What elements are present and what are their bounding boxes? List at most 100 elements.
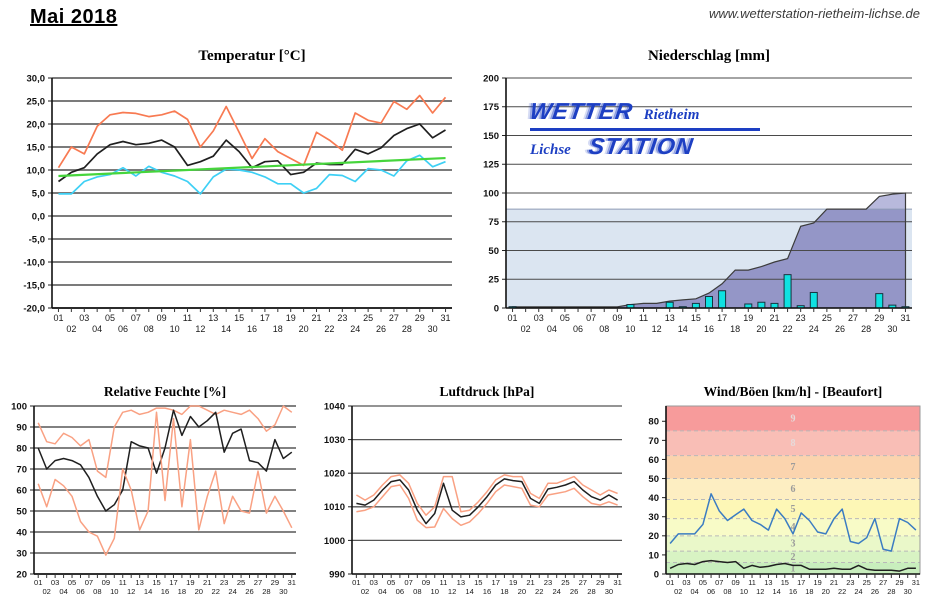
svg-text:70: 70 bbox=[16, 464, 27, 475]
svg-text:20: 20 bbox=[299, 324, 309, 334]
svg-text:30: 30 bbox=[605, 587, 613, 596]
svg-text:09: 09 bbox=[102, 578, 110, 587]
svg-text:21: 21 bbox=[769, 313, 779, 323]
svg-text:30,0: 30,0 bbox=[27, 73, 46, 84]
svg-text:08: 08 bbox=[93, 587, 101, 596]
svg-text:-10,0: -10,0 bbox=[23, 257, 45, 268]
svg-text:31: 31 bbox=[441, 313, 451, 323]
svg-text:28: 28 bbox=[861, 324, 871, 334]
svg-text:200: 200 bbox=[483, 73, 499, 84]
svg-text:01: 01 bbox=[34, 578, 42, 587]
svg-text:15: 15 bbox=[474, 578, 482, 587]
svg-text:30: 30 bbox=[279, 587, 287, 596]
svg-text:08: 08 bbox=[144, 324, 154, 334]
svg-text:18: 18 bbox=[805, 587, 813, 596]
svg-text:20: 20 bbox=[756, 324, 766, 334]
svg-text:9: 9 bbox=[791, 413, 796, 424]
temperature-chart: Temperatur [°C] 30,0 25,0 20,0 15,0 10,0 5,0 0… bbox=[8, 48, 460, 358]
svg-text:29: 29 bbox=[271, 578, 279, 587]
svg-text:01: 01 bbox=[352, 578, 360, 587]
svg-text:13: 13 bbox=[208, 313, 218, 323]
svg-text:01: 01 bbox=[666, 578, 674, 587]
svg-text:24: 24 bbox=[854, 587, 862, 596]
svg-text:990: 990 bbox=[329, 569, 345, 580]
svg-text:4: 4 bbox=[791, 522, 796, 533]
svg-text:28: 28 bbox=[262, 587, 270, 596]
svg-text:16: 16 bbox=[247, 324, 257, 334]
svg-text:29: 29 bbox=[596, 578, 604, 587]
svg-text:26: 26 bbox=[245, 587, 253, 596]
svg-text:22: 22 bbox=[838, 587, 846, 596]
svg-text:125: 125 bbox=[483, 160, 500, 171]
website-url: www.wetterstation-rietheim-lichse.de bbox=[709, 6, 920, 21]
svg-text:175: 175 bbox=[483, 102, 500, 113]
svg-text:21: 21 bbox=[526, 578, 534, 587]
svg-text:16: 16 bbox=[483, 587, 491, 596]
svg-text:04: 04 bbox=[547, 324, 557, 334]
svg-text:13: 13 bbox=[135, 578, 143, 587]
temperature-chart-title: Temperatur [°C] bbox=[198, 48, 306, 64]
svg-text:1030: 1030 bbox=[324, 435, 345, 446]
svg-text:25,0: 25,0 bbox=[27, 96, 46, 107]
svg-text:16: 16 bbox=[704, 324, 714, 334]
svg-text:16: 16 bbox=[161, 587, 169, 596]
svg-text:03: 03 bbox=[682, 578, 690, 587]
svg-text:11: 11 bbox=[119, 578, 127, 587]
logo-word-station: STATION bbox=[587, 133, 696, 159]
svg-text:05: 05 bbox=[387, 578, 395, 587]
svg-text:26: 26 bbox=[835, 324, 845, 334]
svg-text:17: 17 bbox=[491, 578, 499, 587]
svg-text:04: 04 bbox=[92, 324, 102, 334]
svg-text:1020: 1020 bbox=[324, 469, 345, 480]
svg-text:60: 60 bbox=[648, 455, 659, 466]
precipitation-chart-title: Niederschlag [mm] bbox=[647, 48, 771, 64]
svg-text:31: 31 bbox=[912, 578, 920, 587]
svg-text:05: 05 bbox=[699, 578, 707, 587]
svg-text:12: 12 bbox=[448, 587, 456, 596]
svg-text:17: 17 bbox=[717, 313, 727, 323]
svg-text:10: 10 bbox=[170, 324, 180, 334]
svg-text:31: 31 bbox=[288, 578, 296, 587]
svg-text:06: 06 bbox=[76, 587, 84, 596]
svg-text:19: 19 bbox=[186, 578, 194, 587]
svg-text:14: 14 bbox=[678, 324, 688, 334]
svg-text:10: 10 bbox=[625, 324, 635, 334]
svg-text:02: 02 bbox=[521, 324, 531, 334]
svg-text:60: 60 bbox=[16, 485, 27, 496]
svg-text:24: 24 bbox=[809, 324, 819, 334]
svg-text:30: 30 bbox=[887, 324, 897, 334]
svg-text:3: 3 bbox=[791, 538, 796, 549]
pressure-chart-title: Luftdruck [hPa] bbox=[439, 384, 535, 399]
svg-text:6: 6 bbox=[791, 484, 796, 495]
svg-text:26: 26 bbox=[871, 587, 879, 596]
svg-text:24: 24 bbox=[350, 324, 360, 334]
svg-text:18: 18 bbox=[500, 587, 508, 596]
svg-text:26: 26 bbox=[570, 587, 578, 596]
svg-text:30: 30 bbox=[16, 548, 27, 559]
svg-text:06: 06 bbox=[396, 587, 404, 596]
svg-text:17: 17 bbox=[260, 313, 270, 323]
svg-text:06: 06 bbox=[118, 324, 128, 334]
svg-text:0,0: 0,0 bbox=[32, 211, 45, 222]
svg-text:11: 11 bbox=[639, 313, 648, 323]
svg-text:30: 30 bbox=[428, 324, 438, 334]
svg-text:07: 07 bbox=[131, 313, 141, 323]
svg-text:31: 31 bbox=[900, 313, 910, 323]
page-title: Mai 2018 bbox=[30, 6, 118, 28]
svg-text:02: 02 bbox=[42, 587, 50, 596]
svg-text:07: 07 bbox=[404, 578, 412, 587]
wind-chart-title: Wind/Böen [km/h] - [Beaufort] bbox=[703, 384, 883, 399]
svg-text:11: 11 bbox=[748, 578, 756, 587]
svg-text:15: 15 bbox=[691, 313, 701, 323]
svg-text:50: 50 bbox=[16, 506, 27, 517]
svg-text:100: 100 bbox=[483, 188, 499, 199]
logo-word-rietheim: Rietheim bbox=[643, 107, 700, 123]
svg-text:09: 09 bbox=[422, 578, 430, 587]
svg-text:0: 0 bbox=[654, 569, 659, 580]
svg-text:25: 25 bbox=[561, 578, 569, 587]
svg-text:09: 09 bbox=[732, 578, 740, 587]
svg-text:80: 80 bbox=[16, 443, 27, 454]
svg-text:150: 150 bbox=[483, 131, 499, 142]
svg-text:01: 01 bbox=[53, 313, 63, 323]
svg-text:03: 03 bbox=[534, 313, 544, 323]
